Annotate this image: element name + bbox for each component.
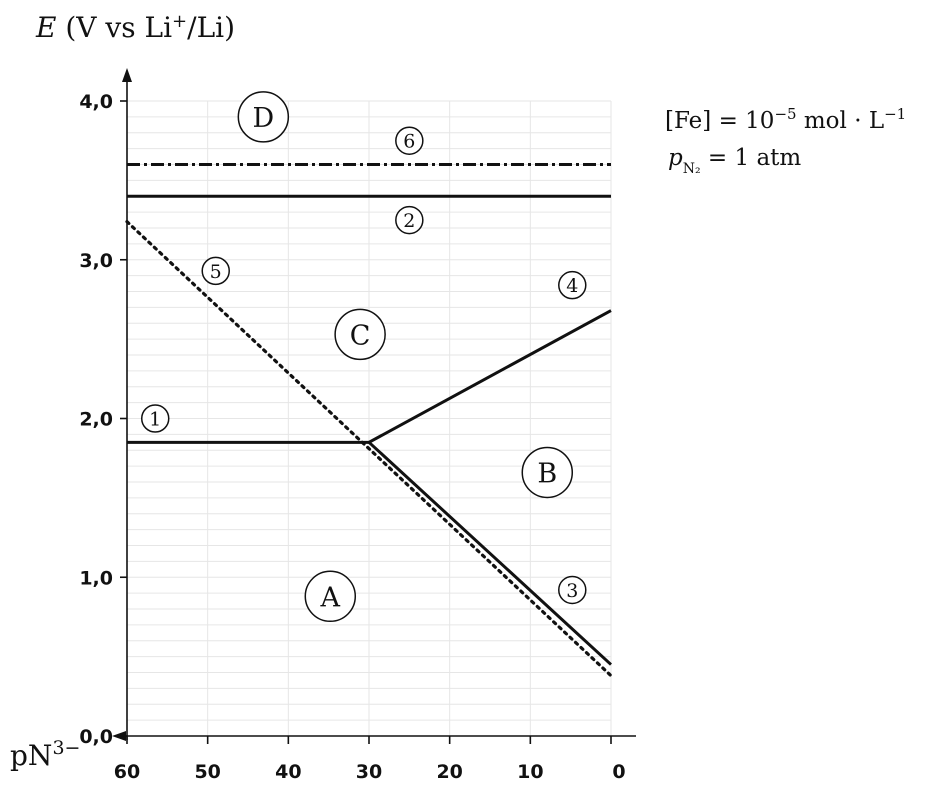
line-number-circle bbox=[558, 575, 587, 605]
y-axis-title: E (V vs Li+/Li) bbox=[35, 11, 235, 45]
line-number-label: 4 bbox=[566, 275, 578, 297]
line-number-label: 3 bbox=[566, 580, 578, 602]
x-tick-label: 40 bbox=[275, 761, 301, 783]
x-axis-title: pN3− bbox=[10, 737, 80, 772]
region-label: B bbox=[537, 458, 557, 489]
line-number-circle bbox=[395, 205, 424, 235]
line-number-label: 5 bbox=[210, 261, 222, 283]
region-circle bbox=[304, 570, 357, 623]
x-axis-arrow bbox=[112, 731, 126, 741]
line-number-label: 1 bbox=[149, 409, 161, 431]
region-circle bbox=[334, 308, 386, 361]
axes bbox=[112, 68, 636, 741]
line-number-circle bbox=[201, 256, 230, 286]
x-tick-label: 10 bbox=[517, 761, 543, 783]
y-tick-label: 0,0 bbox=[79, 726, 113, 748]
y-tick-label: 2,0 bbox=[79, 409, 113, 431]
y-tick-label: 3,0 bbox=[79, 250, 113, 272]
line-number-label: 6 bbox=[403, 131, 415, 153]
region-label: D bbox=[252, 103, 274, 134]
line-number-circle bbox=[558, 270, 587, 300]
region-label: A bbox=[320, 582, 341, 613]
x-tick-label: 20 bbox=[436, 761, 462, 783]
x-tick-label: 30 bbox=[356, 761, 382, 783]
x-tick-label: 60 bbox=[114, 761, 140, 783]
y-tick-label: 4,0 bbox=[79, 91, 113, 113]
boundary-line-3 bbox=[367, 441, 613, 666]
pressure-label: pN₂ = 1 atm bbox=[668, 145, 801, 177]
x-tick-label: 0 bbox=[612, 761, 625, 783]
series-lines bbox=[125, 163, 613, 678]
fe-concentration-label: [Fe] = 10−5 mol · L−1 bbox=[665, 105, 906, 134]
boundary-line-4 bbox=[368, 309, 612, 444]
y-axis-arrow bbox=[122, 68, 132, 82]
boundary-line-5 bbox=[125, 220, 613, 678]
region-circle bbox=[521, 446, 574, 499]
y-tick-label: 1,0 bbox=[79, 567, 113, 589]
region-label: C bbox=[350, 320, 371, 351]
region-circle bbox=[237, 91, 290, 143]
x-tick-label: 50 bbox=[194, 761, 220, 783]
line-number-circle bbox=[395, 126, 424, 155]
ticks: 0,0 1,0 2,0 3,0 4,0 60 50 40 30 20 10 0 bbox=[79, 91, 625, 783]
line-number-label: 2 bbox=[403, 210, 415, 232]
line-number-circle bbox=[140, 404, 170, 433]
labels: 1 2 3 4 5 6 A B C D bbox=[140, 91, 587, 623]
